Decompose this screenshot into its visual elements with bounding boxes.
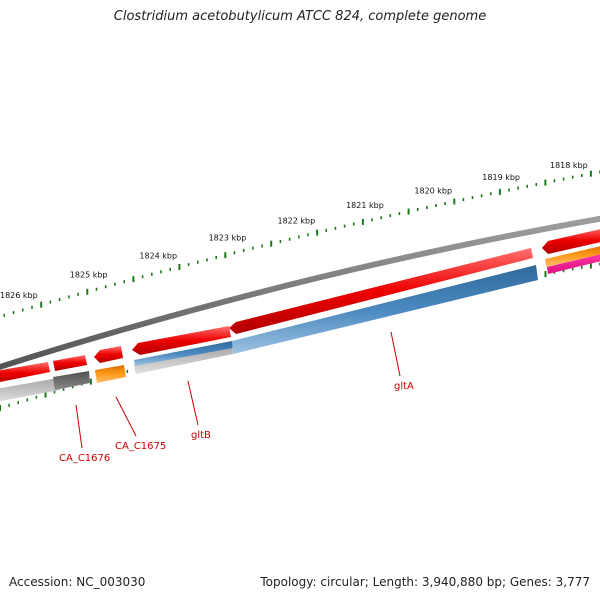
kbp-label-1821: 1821 kbp — [346, 201, 384, 210]
kbp-label-1818: 1818 kbp — [550, 161, 588, 170]
kbp-tick-labels: 1818 kbp 1819 kbp 1820 kbp 1821 kbp 1822 kbp… — [0, 161, 588, 300]
kbp-label-1826: 1826 kbp — [0, 291, 38, 300]
cds-reverse-arrow — [94, 346, 123, 363]
CA_C1675-leader-line — [115, 396, 137, 437]
gene-label-gltB: gltB — [191, 430, 211, 441]
rna-feature — [545, 246, 600, 267]
cds-forward-arrow — [53, 355, 87, 371]
map-title: Clostridium acetobutylicum ATCC 824, com… — [113, 9, 487, 24]
CA_C1676-leader-line — [75, 404, 83, 449]
CA_C1676-feature — [53, 371, 90, 390]
gltA-leader-line — [390, 331, 401, 377]
cds-forward-arrow — [0, 362, 50, 382]
kbp-label-1822: 1822 kbp — [278, 217, 316, 226]
genome-backbone — [0, 215, 600, 370]
gc-skew-band — [0, 378, 60, 402]
kbp-label-1824: 1824 kbp — [139, 251, 177, 260]
gltB-leader-line — [187, 380, 199, 426]
gene-label-CA_C1675: CA_C1675 — [115, 441, 166, 452]
topology-text: Topology: circular; Length: 3,940,880 bp… — [260, 575, 590, 589]
gltB-arrow — [132, 326, 231, 355]
gene-label-CA_C1676: CA_C1676 — [59, 453, 110, 464]
cds-forward-arrow — [542, 229, 600, 254]
misc-feature — [547, 254, 600, 274]
kbp-label-1823: 1823 kbp — [209, 233, 247, 242]
gene-label-gltA: gltA — [394, 381, 414, 392]
kbp-label-1825: 1825 kbp — [70, 271, 108, 280]
kbp-label-1820: 1820 kbp — [414, 186, 452, 195]
cds-reverse-band — [134, 341, 233, 366]
kbp-tick-marks — [0, 170, 600, 411]
gltA-arrow — [229, 248, 533, 334]
kbp-label-1819: 1819 kbp — [482, 173, 520, 182]
accession-text: Accession: NC_003030 — [9, 575, 146, 589]
gltA-reverse-band — [232, 265, 538, 354]
gc-skew-band — [134, 346, 233, 374]
CA_C1675-feature — [95, 365, 126, 383]
